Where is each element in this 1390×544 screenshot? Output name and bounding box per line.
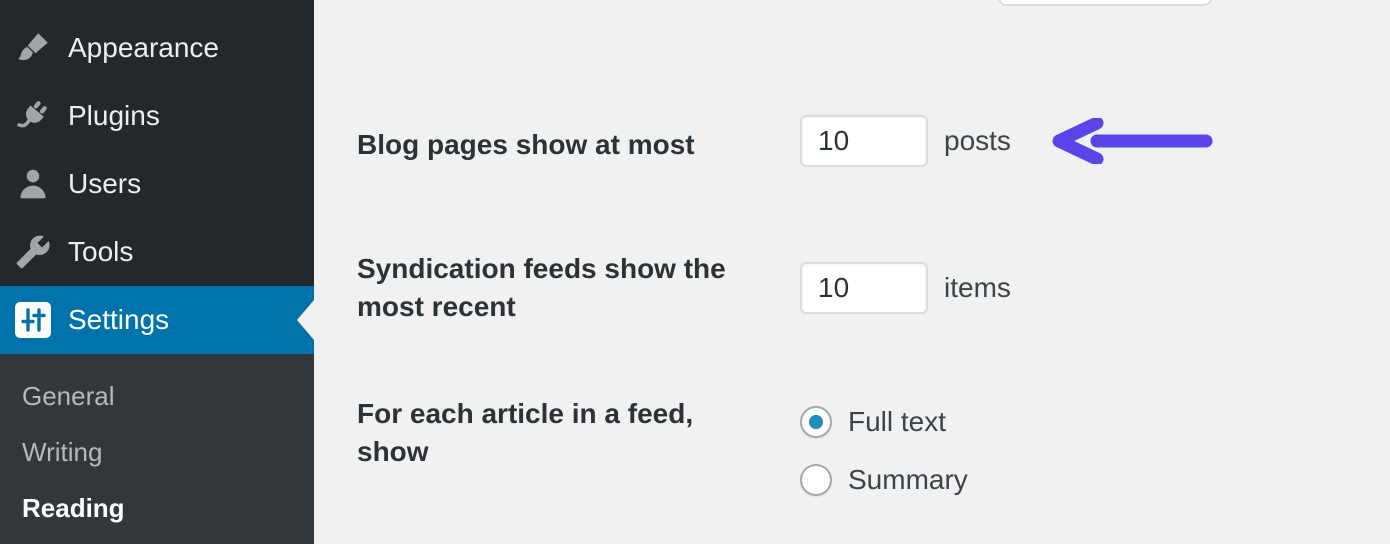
summary-option-label: Summary [848, 464, 968, 495]
feed-article-row: For each article in a feed, show Full te… [357, 395, 1390, 522]
radio-dot [809, 415, 823, 429]
settings-submenu: General Writing Reading [0, 354, 314, 544]
submenu-item-writing[interactable]: Writing [0, 424, 314, 480]
sidebar-item-appearance[interactable]: Appearance [0, 14, 314, 82]
submenu-item-reading[interactable]: Reading [0, 480, 314, 536]
active-item-pointer [297, 300, 314, 340]
sidebar-item-settings[interactable]: Settings [0, 286, 314, 354]
full-text-radio[interactable] [800, 406, 832, 438]
feed-article-options: Full text Summary [800, 406, 968, 522]
blog-pages-label: Blog pages show at most [357, 129, 695, 160]
annotation-arrow-icon [1052, 118, 1213, 164]
admin-menu: Appearance Plugins Use [0, 0, 314, 354]
sidebar-item-label: Appearance [68, 32, 220, 63]
submenu-item-label: Writing [22, 436, 103, 467]
submenu-item-label: Reading [22, 492, 125, 523]
settings-sliders-icon [15, 302, 51, 338]
plugins-plug-icon [15, 98, 51, 134]
items-unit-label: items [944, 272, 1011, 303]
blog-pages-field: posts [800, 115, 1213, 167]
feed-article-label: For each article in a feed, show [357, 398, 694, 467]
sidebar-item-tools[interactable]: Tools [0, 218, 314, 286]
submenu-item-general[interactable]: General [0, 368, 314, 424]
blog-pages-row: Blog pages show at most posts [357, 115, 1390, 167]
full-text-option-label: Full text [848, 406, 947, 437]
admin-sidebar: Appearance Plugins Use [0, 0, 314, 544]
reading-settings-form: Blog pages show at most posts Syndicatio… [314, 0, 1390, 522]
summary-option[interactable]: Summary [800, 464, 968, 496]
syndication-feeds-field: items [800, 250, 1011, 326]
radio-dot [809, 473, 823, 487]
submenu-item-label: General [22, 380, 115, 411]
sidebar-item-label: Plugins [68, 100, 160, 131]
syndication-feeds-input[interactable] [800, 262, 928, 314]
sidebar-item-users[interactable]: Users [0, 150, 314, 218]
syndication-feeds-row: Syndication feeds show the most recent i… [357, 250, 1390, 326]
summary-radio[interactable] [800, 464, 832, 496]
sidebar-item-label: Users [68, 168, 142, 199]
users-person-icon [15, 166, 51, 202]
appearance-brush-icon [15, 30, 51, 66]
sidebar-item-label: Tools [68, 236, 134, 267]
sidebar-item-label: Settings [68, 304, 170, 335]
syndication-feeds-label: Syndication feeds show the most recent [357, 253, 726, 322]
posts-unit-label: posts [944, 125, 1011, 156]
blog-pages-input[interactable] [800, 115, 928, 167]
tools-wrench-icon [15, 234, 51, 270]
reading-settings-content: Blog pages show at most posts Syndicatio… [314, 0, 1390, 544]
sidebar-item-plugins[interactable]: Plugins [0, 82, 314, 150]
cropped-input-top[interactable] [998, 0, 1212, 6]
full-text-option[interactable]: Full text [800, 406, 968, 438]
